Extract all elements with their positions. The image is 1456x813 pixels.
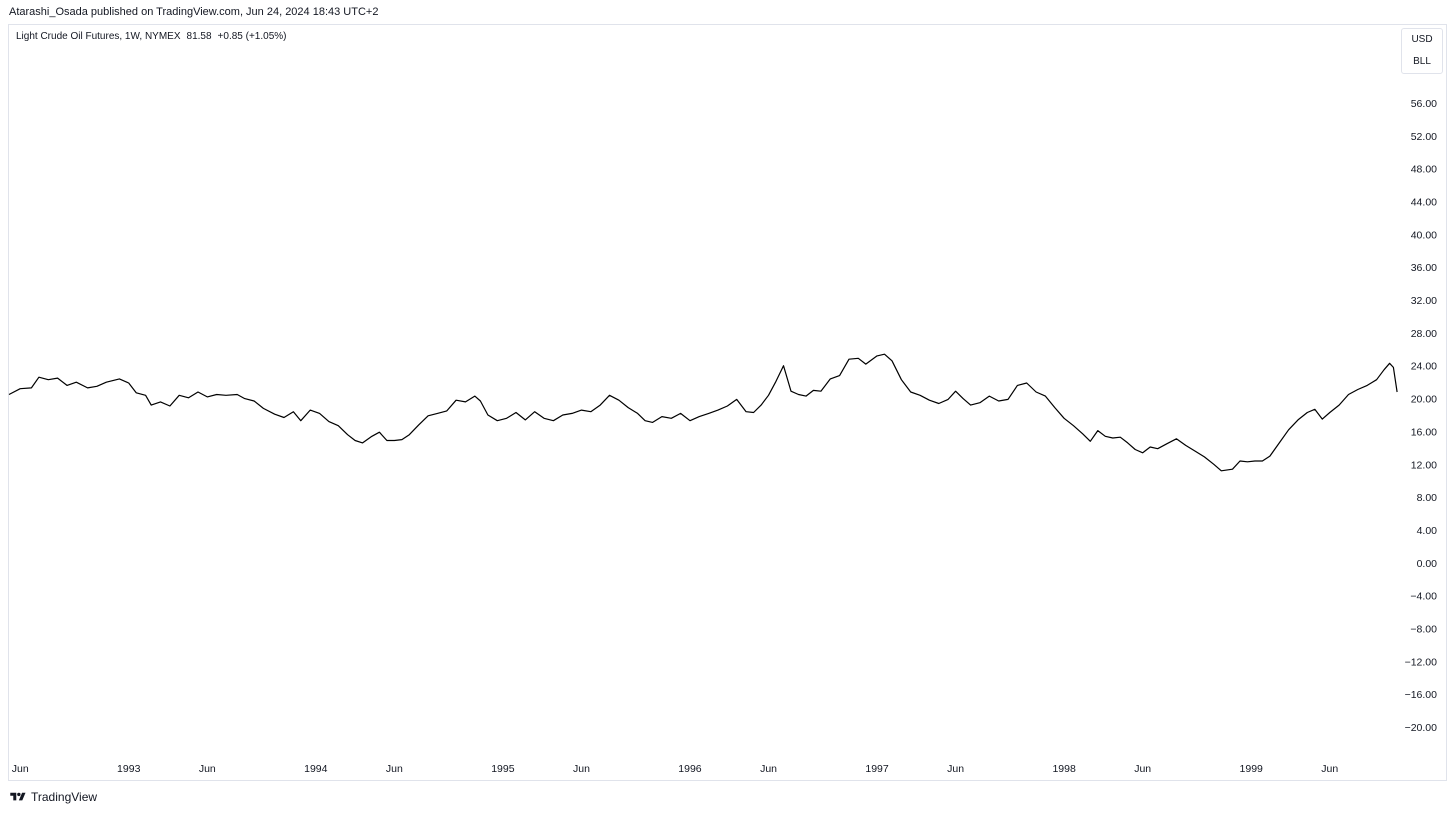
x-tick-label: 1997: [865, 763, 889, 775]
y-tick-label: 24.00: [1411, 361, 1437, 373]
y-tick-label: −4.00: [1410, 591, 1437, 603]
price-change: +0.85 (+1.05%): [217, 31, 287, 42]
tradingview-logo-icon: [10, 792, 26, 801]
symbol-name: Light Crude Oil Futures, 1W, NYMEX: [16, 31, 181, 42]
price-line-series: [8, 353, 1398, 472]
x-tick-label: Jun: [1321, 763, 1338, 775]
x-tick-label: Jun: [12, 763, 29, 775]
x-tick-label: Jun: [386, 763, 403, 775]
y-axis[interactable]: 56.00 52.00 48.00 44.00 40.00 36.00 32.00 28.00…: [1405, 98, 1438, 734]
y-tick-label: 4.00: [1417, 525, 1438, 537]
y-tick-label: 32.00: [1411, 295, 1437, 307]
x-tick-label: 1998: [1052, 763, 1076, 775]
x-tick-label: Jun: [760, 763, 777, 775]
x-tick-label: 1999: [1240, 763, 1264, 775]
last-price: 81.58: [186, 31, 212, 42]
y-tick-label: 52.00: [1411, 131, 1437, 143]
x-tick-label: 1996: [678, 763, 702, 775]
y-tick-label: 48.00: [1411, 164, 1437, 176]
y-tick-label: −8.00: [1410, 623, 1437, 635]
x-tick-label: Jun: [947, 763, 964, 775]
x-tick-label: Jun: [1134, 763, 1151, 775]
x-tick-label: Jun: [573, 763, 590, 775]
symbol-legend[interactable]: Light Crude Oil Futures, 1W, NYMEX 81.58 +…: [16, 31, 286, 42]
y-tick-label: 40.00: [1411, 229, 1437, 241]
y-tick-label: 36.00: [1411, 262, 1437, 274]
x-tick-label: 1995: [491, 763, 515, 775]
y-tick-label: 44.00: [1411, 197, 1437, 209]
currency-label[interactable]: USD: [1411, 34, 1433, 45]
y-tick-label: −12.00: [1405, 656, 1438, 668]
published-info: Atarashi_Osada published on TradingView.…: [9, 6, 379, 18]
y-tick-label: 12.00: [1411, 459, 1437, 471]
brand-name: TradingView: [31, 790, 98, 804]
currency-unit-selector[interactable]: USD BLL: [1401, 28, 1443, 74]
chart-pane[interactable]: [8, 24, 1447, 781]
y-tick-label: −16.00: [1405, 689, 1438, 701]
y-tick-label: −20.00: [1405, 722, 1438, 734]
y-tick-label: 8.00: [1417, 492, 1438, 504]
x-axis[interactable]: Jun 1993 Jun 1994 Jun 1995 Jun 1996 Jun 1997 Jun 19…: [12, 763, 1339, 775]
x-tick-label: 1994: [304, 763, 328, 775]
x-tick-label: Jun: [199, 763, 216, 775]
y-tick-label: 56.00: [1411, 98, 1437, 110]
x-tick-label: 1993: [117, 763, 141, 775]
y-tick-label: 28.00: [1411, 328, 1437, 340]
y-tick-label: 20.00: [1411, 394, 1437, 406]
unit-label[interactable]: BLL: [1413, 56, 1431, 67]
y-tick-label: 0.00: [1417, 558, 1438, 570]
y-tick-label: 16.00: [1411, 426, 1437, 438]
tradingview-brand[interactable]: TradingView: [9, 790, 97, 804]
